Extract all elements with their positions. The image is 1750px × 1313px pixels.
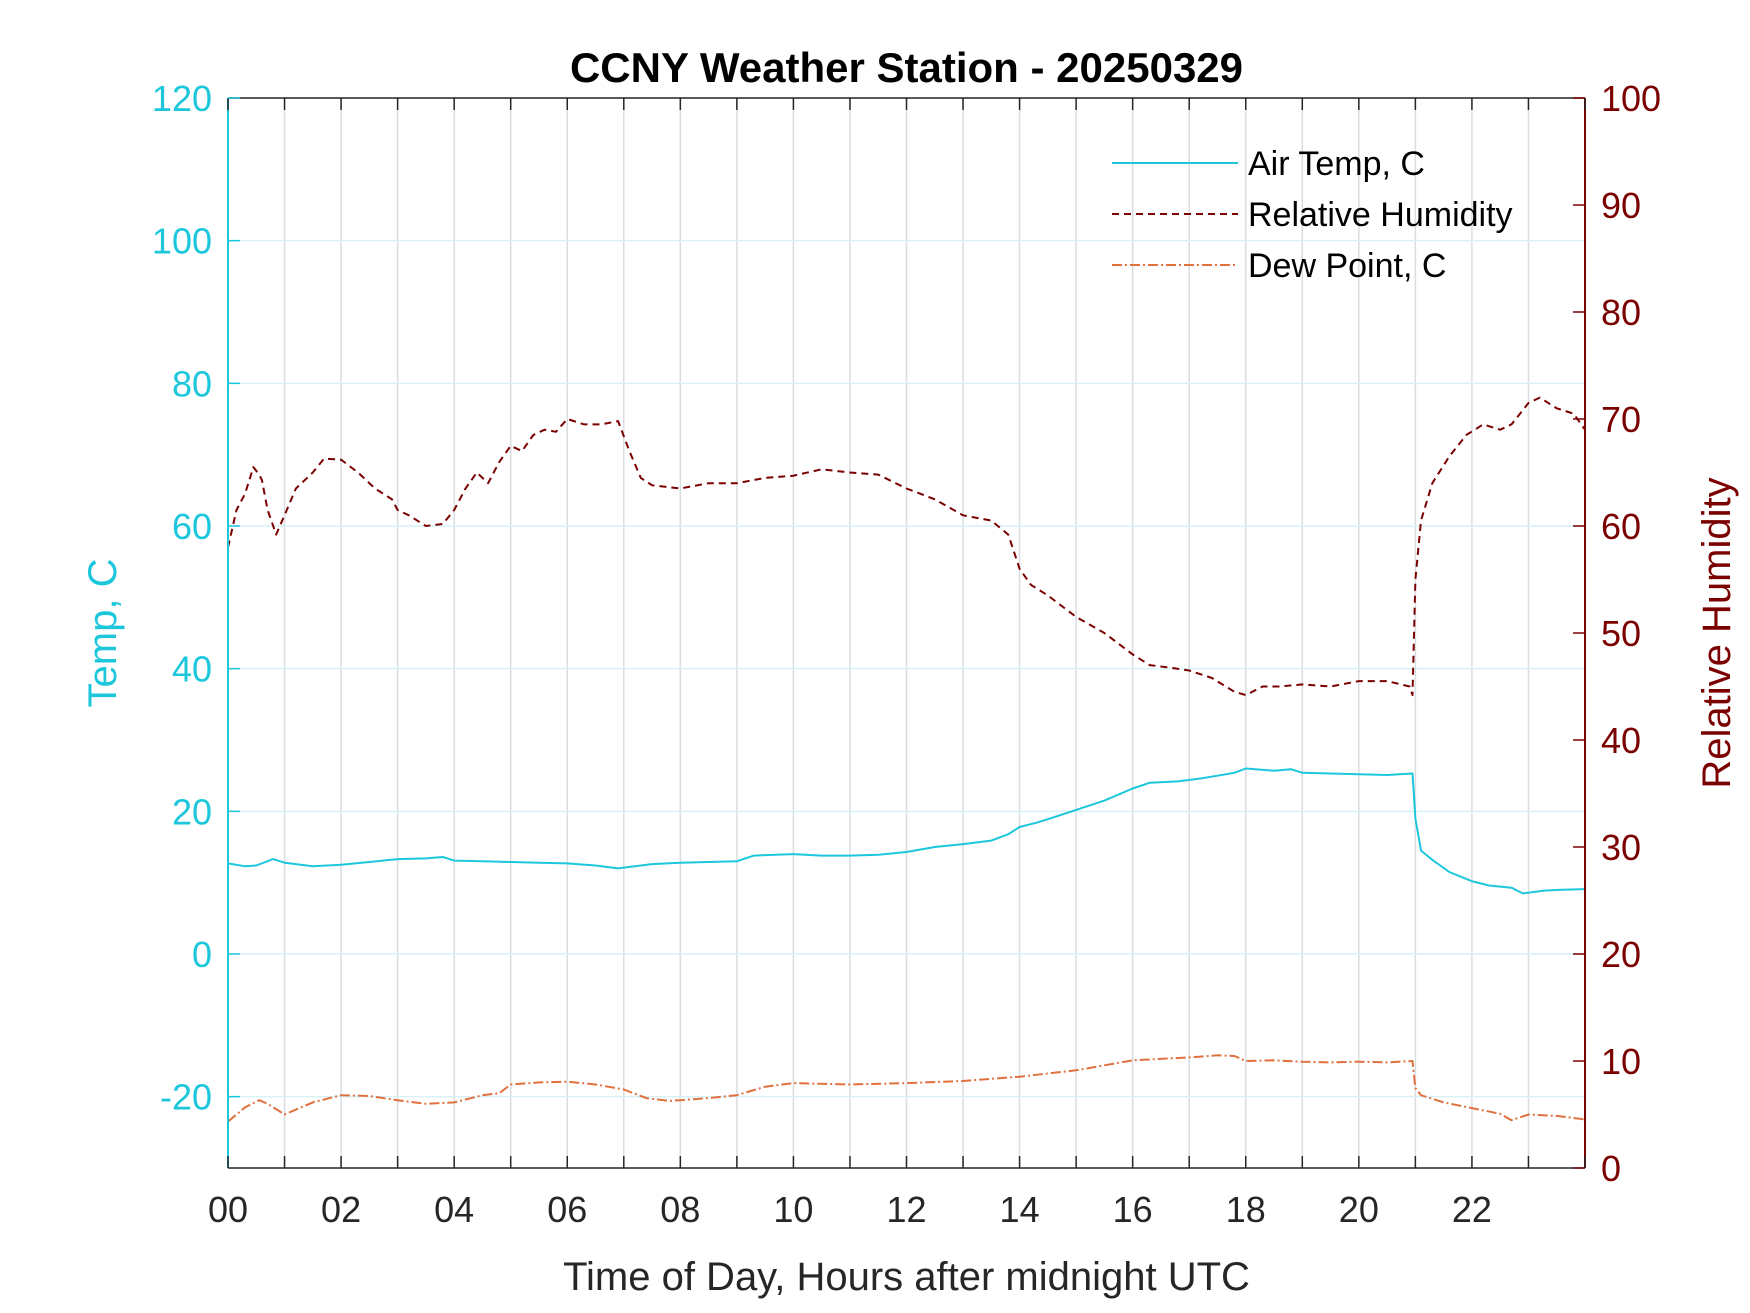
x-tick-label: 14 — [1000, 1189, 1040, 1230]
y-right-tick-label: 50 — [1601, 613, 1641, 654]
y-left-tick-label: 0 — [192, 934, 212, 975]
series-line-3 — [227, 1054, 1586, 1123]
y-right-tick-label: 40 — [1601, 720, 1641, 761]
x-axis-label: Time of Day, Hours after midnight UTC — [563, 1255, 1250, 1299]
y-right-tick-label: 0 — [1601, 1148, 1621, 1189]
y-right-tick-label: 90 — [1601, 185, 1641, 226]
x-tick-label: 22 — [1452, 1189, 1492, 1230]
x-tick-label: 10 — [773, 1189, 813, 1230]
legend-label-2: Relative Humidity — [1248, 196, 1513, 234]
y-axis-right-label: Relative Humidity — [1695, 477, 1739, 788]
y-left-tick-label: 120 — [152, 78, 212, 119]
x-tick-label: 18 — [1226, 1189, 1266, 1230]
y-left-tick-label: 40 — [172, 649, 212, 690]
y-right-tick-label: 60 — [1601, 506, 1641, 547]
y-left-tick-label: -20 — [160, 1077, 212, 1118]
x-tick-label: 02 — [321, 1189, 361, 1230]
chart-title: CCNY Weather Station - 20250329 — [570, 44, 1243, 91]
y-right-tick-label: 100 — [1601, 78, 1661, 119]
x-tick-label: 06 — [547, 1189, 587, 1230]
series-line-2 — [227, 396, 1586, 697]
grid — [228, 97, 1585, 1168]
x-tick-label: 04 — [434, 1189, 474, 1230]
y-right-tick-label: 70 — [1601, 399, 1641, 440]
y-axis-left-label: Temp, C — [81, 559, 125, 708]
tick-labels: 00 02 04 06 08 10 12 14 16 18 20 22-200204060801001… — [152, 78, 1661, 1230]
legend: Air Temp, C Relative Humidity Dew Point, C — [1112, 145, 1513, 285]
y-right-tick-label: 80 — [1601, 292, 1641, 333]
y-left-tick-label: 80 — [172, 363, 212, 404]
x-tick-label: 00 — [208, 1189, 248, 1230]
y-right-tick-label: 30 — [1601, 827, 1641, 868]
x-tick-label: 12 — [886, 1189, 926, 1230]
x-tick-label: 20 — [1339, 1189, 1379, 1230]
series-lines — [227, 396, 1586, 1123]
y-left-tick-label: 60 — [172, 506, 212, 547]
legend-label-1: Air Temp, C — [1248, 145, 1425, 183]
legend-label-3: Dew Point, C — [1248, 247, 1446, 285]
x-tick-label: 08 — [660, 1189, 700, 1230]
series-line-1 — [227, 767, 1586, 895]
x-tick-label: 16 — [1113, 1189, 1153, 1230]
axes — [227, 97, 1586, 1169]
y-left-tick-label: 100 — [152, 221, 212, 262]
y-left-tick-label: 20 — [172, 791, 212, 832]
y-right-tick-label: 20 — [1601, 934, 1641, 975]
y-right-tick-label: 10 — [1601, 1041, 1641, 1082]
